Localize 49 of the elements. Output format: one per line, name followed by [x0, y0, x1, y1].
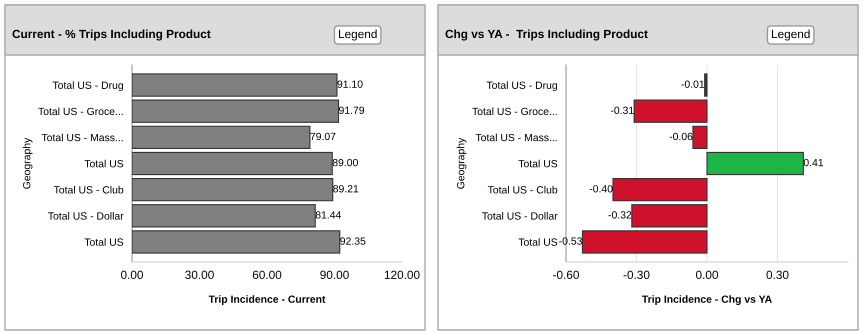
- y-tick-label: Total US - Club: [54, 186, 124, 194]
- bar: [132, 204, 316, 228]
- x-tick-label: 90.00: [320, 270, 349, 280]
- text: Legend: [338, 30, 377, 40]
- data-label: -0.40: [590, 185, 613, 192]
- x-tick-label: 60.00: [252, 270, 282, 280]
- chart-title: Current - % Trips Including Product: [12, 29, 211, 41]
- y-tick-label: Total US - Groce...: [38, 107, 123, 116]
- data-label: 89.21: [333, 185, 358, 192]
- data-label: -0.32: [608, 211, 632, 219]
- bar: [132, 126, 310, 150]
- x-tick-label: 0.00: [696, 270, 718, 280]
- y-tick-label: Total US - Drug: [486, 81, 557, 91]
- data-label: 81.44: [316, 211, 341, 219]
- x-axis-title: Trip Incidence - Current: [208, 295, 326, 305]
- data-label: 89.00: [332, 158, 358, 166]
- bar: [132, 100, 340, 123]
- data-label: -0.06: [670, 132, 692, 140]
- x-tick-label: 0.30: [766, 270, 789, 280]
- x-tick-label: -0.60: [553, 270, 579, 280]
- y-tick-label: Total US: [84, 160, 124, 168]
- bar: [132, 73, 338, 97]
- y-tick-label: Total US - Club: [488, 186, 558, 194]
- x-tick-label: 120.00: [384, 270, 420, 280]
- y-tick-label: Total US: [84, 238, 124, 246]
- data-label: 79.07: [310, 132, 336, 140]
- data-label: 91.10: [337, 80, 363, 88]
- x-tick-label: 30.00: [185, 270, 214, 280]
- bar: [132, 178, 334, 202]
- y-tick-label: Total US: [518, 160, 558, 168]
- y-tick-label: Total US - Dollar: [482, 212, 558, 220]
- data-label: 92.35: [340, 237, 366, 245]
- bar: [132, 230, 340, 254]
- chart-title: Chg vs YA - Trips Including Product: [445, 29, 648, 41]
- data-label: 91.79: [339, 106, 364, 114]
- x-axis-title: Trip Incidence - Chg vs YA: [642, 295, 772, 305]
- y-axis-title: Geography: [456, 138, 466, 189]
- bar: [132, 152, 333, 176]
- x-tick-label: -0.30: [624, 270, 650, 280]
- y-tick-label: Total US - Mass...: [476, 134, 557, 142]
- y-tick-label: Total US - Groce...: [472, 107, 557, 116]
- y-tick-label: Total US: [518, 238, 558, 246]
- y-axis-title: Geography: [22, 138, 32, 189]
- y-tick-label: Total US - Dollar: [48, 212, 124, 220]
- y-tick-label: Total US - Drug: [52, 81, 123, 91]
- x-tick-label: 0.00: [120, 270, 144, 280]
- data-label: -0.53: [559, 237, 582, 245]
- text: Legend: [772, 30, 810, 40]
- y-tick-label: Total US - Mass...: [42, 134, 123, 142]
